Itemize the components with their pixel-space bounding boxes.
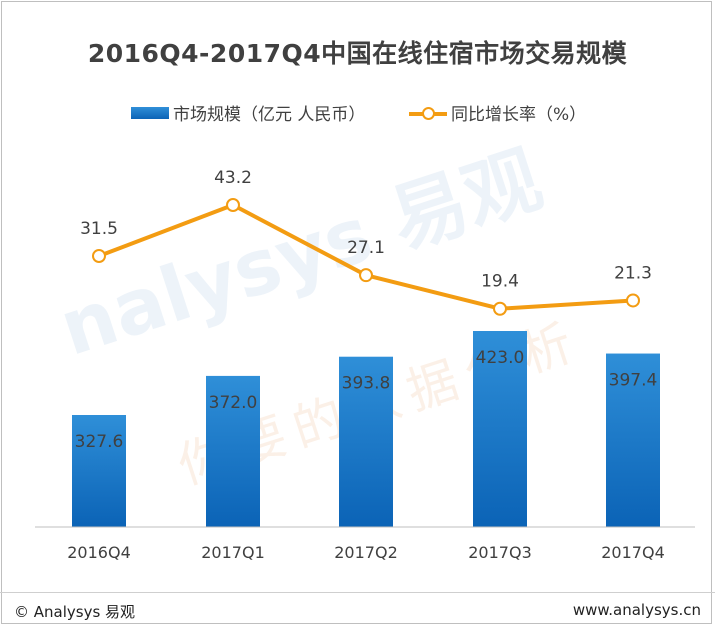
bar-2017Q3 [473,331,527,527]
rate-point-2017Q3 [493,301,507,316]
footer-copyright: © Analysys 易观 [14,603,136,621]
legend: 市场规模（亿元 人民币） 同比增长率（%） [0,100,715,125]
bar-2017Q2 [339,356,393,527]
rate-value-label: 19.4 [481,272,519,292]
legend-line-swatch [409,106,447,120]
rate-value-label: 43.2 [214,168,252,188]
bar-2016Q4 [72,415,126,527]
rate-value-label: 27.1 [347,238,385,258]
x-tick-label: 2016Q4 [67,543,131,562]
chart-title: 2016Q4-2017Q4中国在线住宿市场交易规模 [87,39,628,68]
rate-point-2017Q1 [226,198,240,212]
legend-line-label: 同比增长率（%） [451,105,587,125]
legend-item-bar: 市场规模（亿元 人民币） [131,100,365,125]
bar-value-label: 327.6 [75,432,124,452]
x-tick-label: 2017Q2 [334,543,398,562]
rate-point-2017Q4 [626,293,640,308]
bar-value-label: 397.4 [609,371,658,391]
bar-value-label: 423.0 [476,348,525,368]
x-tick-label: 2017Q1 [201,543,265,562]
rate-point-2016Q4 [92,249,106,263]
x-tick-label: 2017Q4 [601,543,665,562]
rate-value-label: 21.3 [614,263,652,283]
footer-divider [0,592,715,593]
x-tick-label: 2017Q3 [468,543,532,562]
bar-2017Q1 [206,375,260,527]
bar-2017Q4 [606,353,660,527]
rate-point-2017Q2 [359,268,373,283]
legend-bar-label: 市场规模（亿元 人民币） [173,105,366,125]
bar-value-label: 393.8 [342,374,391,394]
legend-bar-swatch [131,106,169,119]
rate-value-label: 31.5 [80,219,118,239]
bar-value-label: 372.0 [209,393,258,413]
legend-item-line: 同比增长率（%） [409,100,586,125]
footer-website: www.analysys.cn [572,601,701,619]
